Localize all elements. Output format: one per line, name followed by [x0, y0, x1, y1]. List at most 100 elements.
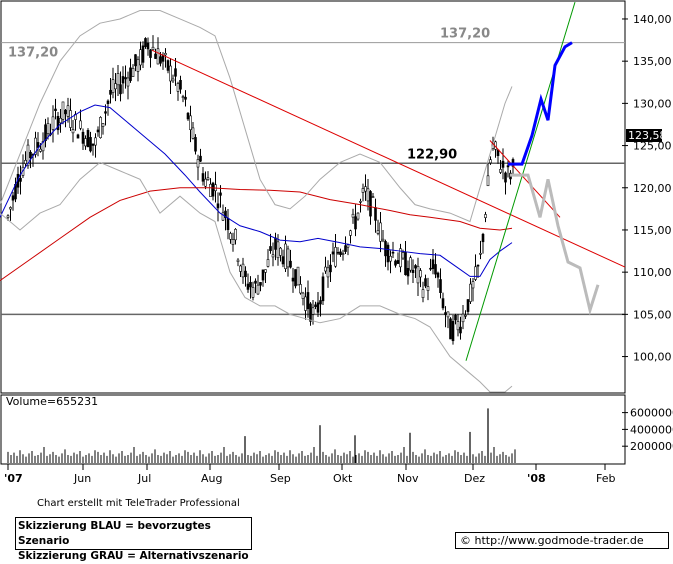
price-bar-body	[454, 314, 457, 321]
price-bar-body	[201, 173, 205, 182]
price-bar-body	[299, 284, 302, 294]
price-bar-body	[234, 228, 237, 241]
price-bar-body	[331, 251, 335, 255]
price-bar-body	[436, 272, 440, 278]
x-tick-label: Aug	[201, 472, 222, 485]
price-bar-body	[336, 251, 340, 254]
price-bar-body	[404, 251, 407, 275]
price-bar-body	[389, 255, 392, 262]
price-bar-body	[286, 248, 290, 268]
last-price-tag-box	[626, 129, 662, 142]
price-bar-body	[386, 244, 390, 263]
price-bar-body	[56, 116, 60, 131]
price-bar-body	[94, 137, 97, 146]
price-bar-body	[349, 230, 352, 236]
price-bar-body	[194, 137, 197, 152]
price-panel	[0, 0, 626, 394]
x-tick-label: Okt	[333, 472, 353, 485]
source-url-box[interactable]: © http://www.godmode-trader.de	[455, 532, 669, 549]
price-bar-body	[169, 65, 172, 82]
last-price-tag-label: 123,58	[628, 129, 667, 142]
x-tick-label: Feb	[596, 472, 615, 485]
price-bar-body	[26, 144, 30, 167]
price-bar-body	[44, 124, 47, 142]
price-bar-body	[421, 289, 425, 298]
price-bar-body	[156, 48, 160, 65]
price-bar-body	[324, 266, 327, 272]
price-bar-body	[371, 196, 375, 198]
price-bar-body	[39, 148, 42, 152]
price-bar-body	[231, 239, 235, 245]
price-bar-body	[154, 53, 157, 59]
price-bar-body	[29, 151, 32, 159]
price-bar-body	[244, 270, 247, 277]
price-bar-body	[144, 38, 147, 47]
price-bar-body	[414, 265, 417, 269]
price-bar-body	[179, 79, 182, 90]
volume-panel	[0, 394, 626, 465]
price-bar-body	[64, 109, 67, 115]
price-bar-body	[449, 318, 452, 340]
price-bar-body	[464, 314, 467, 317]
price-bar-body	[199, 155, 202, 162]
x-tick-label: Sep	[270, 472, 291, 485]
price-bar-body	[69, 110, 72, 128]
price-bar-body	[329, 264, 332, 273]
source-url[interactable]: http://www.godmode-trader.de	[474, 534, 644, 547]
price-bar-body	[59, 117, 62, 124]
price-bar-body	[439, 279, 442, 293]
price-bar-body	[239, 265, 242, 272]
legend-grey: Skizzierung GRAU = Alternativszenario	[18, 550, 249, 562]
price-bar-body	[319, 300, 322, 305]
price-bar-body	[251, 287, 255, 298]
price-bar-body	[241, 263, 245, 278]
price-bar-body	[71, 129, 75, 134]
price-bar-body	[139, 49, 142, 66]
price-bar-body	[106, 100, 110, 104]
price-bar-body	[461, 313, 465, 323]
price-bar-body	[146, 42, 150, 50]
price-bar-body	[119, 84, 122, 95]
price-bar-body	[376, 230, 380, 234]
price-bar-body	[381, 238, 385, 242]
volume-tick-label: 4000000	[630, 423, 673, 436]
price-bar-body	[384, 241, 387, 257]
price-bar-body	[216, 203, 220, 209]
price-bar-body	[204, 178, 207, 187]
price-bar-body	[121, 76, 125, 84]
price-tick-label: 135,00	[633, 55, 672, 68]
price-bar-body	[434, 264, 437, 275]
price-bar-body	[101, 123, 105, 127]
price-bar-body	[11, 195, 15, 201]
price-bar-body	[314, 304, 317, 308]
series-line	[508, 41, 573, 166]
price-bar-body	[159, 56, 162, 64]
series-line	[151, 49, 626, 268]
price-bar-body	[294, 269, 297, 287]
price-bar-body	[61, 101, 65, 120]
price-bar-body	[196, 159, 200, 168]
series-line	[489, 140, 561, 218]
price-tick-label: 130,00	[633, 97, 672, 110]
price-bar-body	[356, 212, 360, 220]
price-bar-body	[279, 247, 282, 256]
price-bar-body	[184, 96, 187, 100]
series-line	[0, 104, 513, 277]
price-tick-label: 100,00	[633, 351, 672, 364]
series-line	[510, 173, 600, 316]
price-bar-body	[361, 188, 365, 193]
price-bar-body	[41, 141, 45, 152]
price-bar-body	[86, 130, 90, 148]
price-bar-body	[206, 177, 210, 180]
price-tick-label: 120,00	[633, 182, 672, 195]
price-bar-body	[171, 78, 175, 82]
scenario-legend: Skizzierung BLAU = bevorzugtes Szenario …	[15, 517, 252, 562]
volume-tick-label: 2000000	[630, 440, 673, 453]
price-bar-body	[419, 270, 422, 278]
price-bar-body	[326, 267, 330, 278]
price-bar-body	[84, 138, 87, 147]
price-bar-body	[474, 266, 477, 280]
price-bar-body	[109, 89, 112, 95]
price-bar-body	[444, 312, 447, 315]
x-tick-label: Jun	[73, 472, 91, 485]
